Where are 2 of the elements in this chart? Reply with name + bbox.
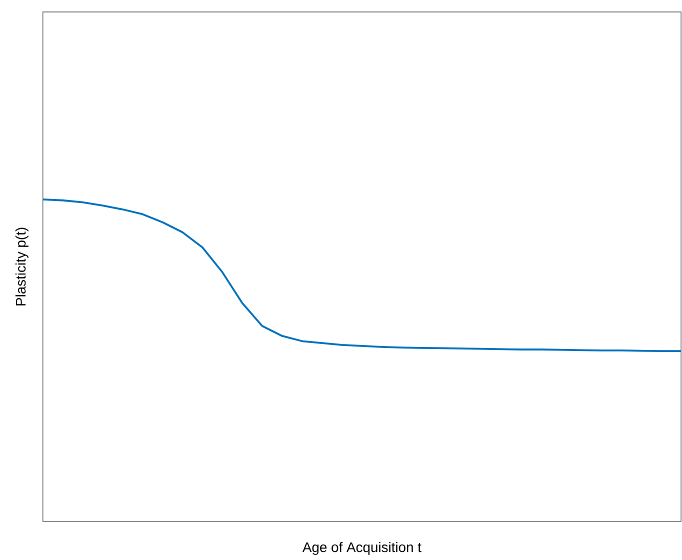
x-axis-title: Age of Acquisition t [302,542,422,555]
y-axis-title: Plasticity p(t) [15,228,28,306]
